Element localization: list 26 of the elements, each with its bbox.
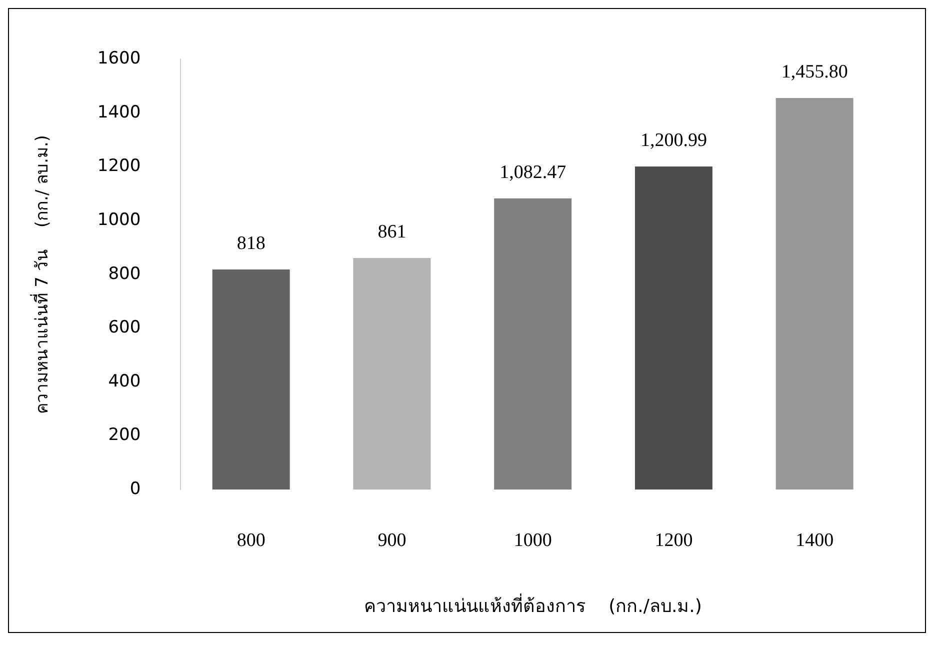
- x-tick-label: 900: [378, 530, 406, 551]
- data-label: 818: [236, 233, 266, 254]
- data-label: 1,455.80: [781, 61, 848, 82]
- x-tick-label: 1400: [796, 530, 834, 551]
- x-tick-label: 1200: [654, 530, 693, 551]
- y-tick-label: 1000: [97, 210, 141, 230]
- x-axis-title: ความหนาแน่นแห้งที่ต้องการ (กก./ลบ.ม.): [364, 592, 702, 617]
- y-tick-label: 200: [108, 425, 141, 446]
- y-tick-label: 0: [130, 479, 141, 500]
- y-tick-label: 400: [108, 371, 141, 392]
- data-label: 1,082.47: [500, 162, 566, 183]
- data-label: 1,200.99: [640, 130, 707, 152]
- bar: [212, 270, 290, 490]
- y-tick-label: 800: [108, 264, 141, 284]
- bar: [353, 258, 431, 490]
- data-label: 861: [378, 221, 406, 242]
- x-tick-label: 1000: [514, 530, 552, 551]
- bar: [634, 166, 712, 490]
- bar: [494, 198, 572, 490]
- y-tick-label: 1400: [97, 102, 141, 122]
- bar: [776, 98, 854, 490]
- y-tick-label: 600: [108, 318, 141, 338]
- y-tick-label: 1600: [97, 48, 141, 69]
- x-tick-label: 800: [236, 530, 266, 551]
- y-axis-title: ความหนาแน่นที่ 7 วัน (กก./ ลบ.ม.): [30, 134, 53, 414]
- y-tick-label: 1200: [97, 156, 141, 176]
